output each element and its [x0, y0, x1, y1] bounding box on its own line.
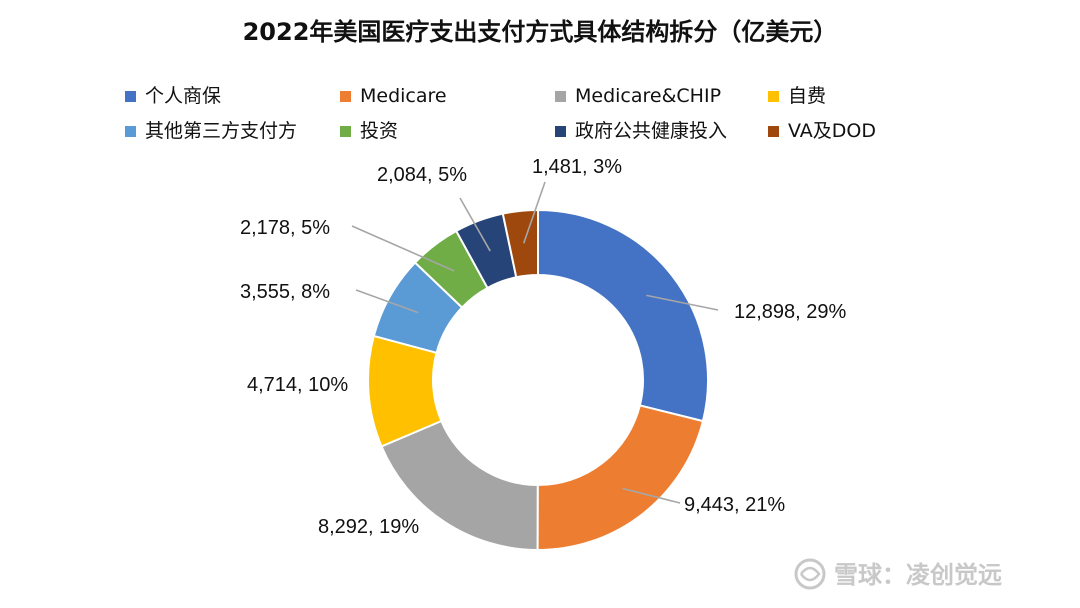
- data-label-series-7: 2,084, 5%: [377, 164, 467, 186]
- leader-line: [522, 181, 546, 244]
- legend-item-series-6: 投资: [340, 120, 398, 142]
- slices: [367, 208, 709, 552]
- slice-medicare: [536, 404, 705, 551]
- legend-swatch: [555, 91, 566, 102]
- data-labels: 12,898, 29% 9,443, 21% 8,292, 19% 4,714, 10…: [240, 156, 847, 538]
- data-label-series-1: 12,898, 29%: [734, 301, 847, 323]
- legend-swatch: [125, 91, 136, 102]
- legend-item-medicare: Medicare: [340, 85, 447, 107]
- leader-lines: [351, 181, 719, 504]
- legend-label: 自费: [788, 85, 826, 107]
- legend-label: Medicare&CHIP: [575, 85, 721, 107]
- legend-item-series-4: 自费: [768, 85, 826, 107]
- leader-line: [351, 225, 455, 272]
- data-label-medicare: 9,443, 21%: [684, 494, 785, 516]
- data-label-series-6: 2,178, 5%: [240, 217, 330, 239]
- leader-line: [646, 294, 719, 311]
- legend-label: 政府公共健康投入: [575, 120, 727, 142]
- legend-label: 其他第三方支付方: [145, 120, 297, 142]
- chart-title: 2022年美国医疗支出支付方式具体结构拆分（亿美元）: [243, 18, 838, 46]
- leader-line: [459, 197, 491, 252]
- watermark-text: 雪球：凌创觉远: [834, 561, 1002, 589]
- legend-item-series-1: 个人商保: [125, 85, 221, 107]
- slice-series-1: [537, 208, 709, 423]
- legend-item-medicare-chip: Medicare&CHIP: [555, 85, 721, 107]
- legend-item-series-5: 其他第三方支付方: [125, 120, 297, 142]
- snowball-logo-icon: [794, 558, 826, 590]
- legend-swatch: [768, 91, 779, 102]
- legend-swatch: [340, 126, 351, 137]
- legend-swatch: [340, 91, 351, 102]
- leader-line: [622, 487, 681, 504]
- legend-swatch: [768, 126, 779, 137]
- legend-label: 投资: [360, 120, 398, 142]
- data-label-series-5: 3,555, 8%: [240, 281, 330, 303]
- legend-item-series-7: 政府公共健康投入: [555, 120, 727, 142]
- data-label-series-4: 4,714, 10%: [247, 374, 348, 396]
- legend-label: 个人商保: [145, 85, 221, 107]
- legend-swatch: [125, 126, 136, 137]
- data-label-va-dod: 1,481, 3%: [532, 156, 622, 178]
- watermark: 雪球：凌创觉远: [794, 558, 1002, 590]
- legend-item-va-dod: VA及DOD: [768, 120, 876, 142]
- legend-label: Medicare: [360, 85, 447, 107]
- data-label-medicare-chip: 8,292, 19%: [318, 516, 419, 538]
- legend-swatch: [555, 126, 566, 137]
- legend-label: VA及DOD: [788, 120, 876, 142]
- leader-line: [355, 289, 419, 314]
